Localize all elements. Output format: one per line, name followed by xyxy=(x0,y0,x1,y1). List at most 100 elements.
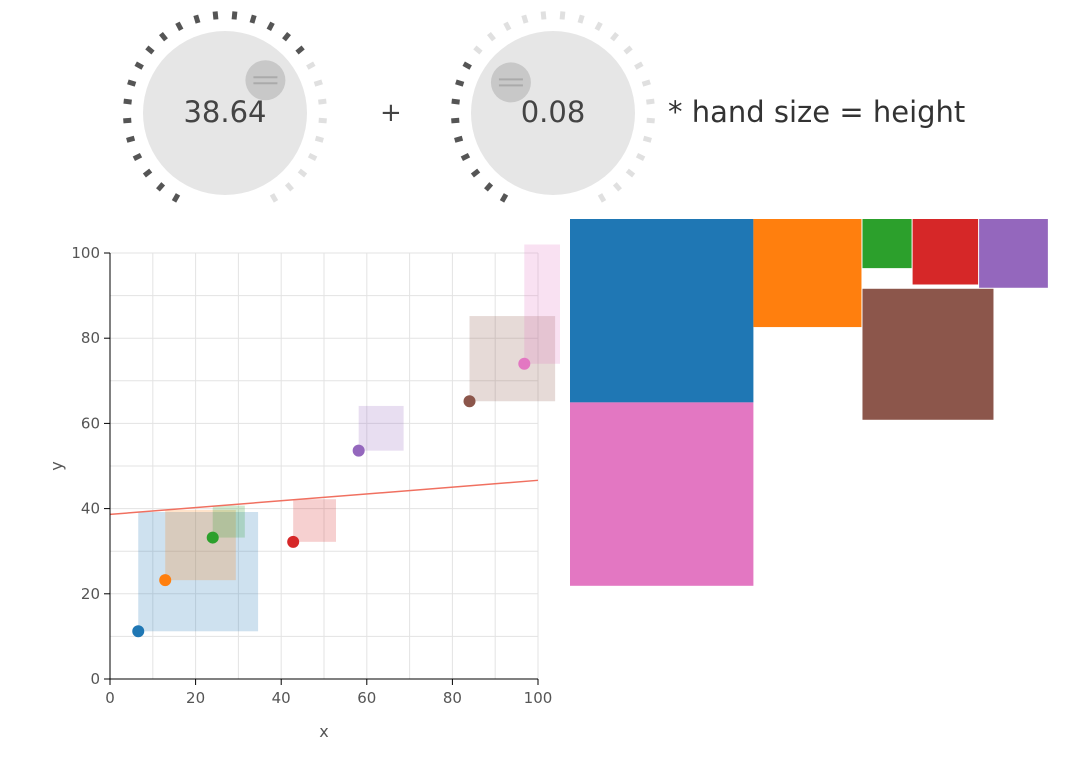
y-axis-label: y xyxy=(47,461,66,470)
x-tick-label: 0 xyxy=(105,689,115,707)
knob-tick xyxy=(540,11,547,20)
slope-knob[interactable] xyxy=(443,0,663,210)
knob-tick xyxy=(559,11,566,20)
data-point xyxy=(287,535,300,548)
knob-tick xyxy=(123,117,132,124)
data-point xyxy=(132,625,145,638)
intercept-value: 38.64 xyxy=(183,95,267,129)
knob-tick xyxy=(297,168,308,178)
hand-square xyxy=(138,512,259,632)
x-axis-label: x xyxy=(319,722,328,741)
x-tick-label: 20 xyxy=(186,689,205,707)
y-tick-label: 20 xyxy=(81,585,100,603)
hand-square xyxy=(469,316,556,402)
knob-tick xyxy=(249,14,257,24)
square-red xyxy=(912,219,979,285)
knob-tick xyxy=(484,182,494,192)
knob-tick xyxy=(134,61,144,70)
regression-line xyxy=(109,479,539,516)
y-tick-label: 60 xyxy=(81,414,100,432)
knob-tick xyxy=(451,98,460,105)
knob-tick xyxy=(470,168,481,178)
knob-tick xyxy=(612,182,622,192)
intercept-knob[interactable] xyxy=(115,0,335,210)
knob-tick xyxy=(306,61,316,70)
data-point xyxy=(206,531,219,544)
knob-handle xyxy=(245,60,286,101)
hand-square xyxy=(358,405,404,451)
knob-tick xyxy=(642,135,652,143)
knob-tick xyxy=(625,168,636,178)
knob-tick xyxy=(646,117,655,124)
knob-tick xyxy=(123,98,132,105)
knob-tick xyxy=(127,79,137,87)
knob-tick xyxy=(623,45,633,55)
knob-handle xyxy=(490,62,531,103)
square-orange xyxy=(753,219,862,328)
hand-square xyxy=(212,505,245,538)
knob-tick xyxy=(269,193,279,203)
knob-tick xyxy=(597,193,607,203)
square-brown xyxy=(862,288,994,420)
knob-handle-icon[interactable] xyxy=(245,60,286,101)
square-purple xyxy=(979,219,1048,288)
knob-tick xyxy=(307,152,318,162)
hand-square xyxy=(293,499,336,542)
knob-tick xyxy=(284,182,294,192)
formula-label: * hand size = height xyxy=(668,95,966,129)
x-tick-label: 100 xyxy=(524,689,553,707)
scatter-chart: 0 20 40 60 80 100 0 20 40 60 80 100 x y xyxy=(47,244,560,741)
knob-tick xyxy=(156,182,166,192)
knob-tick xyxy=(132,152,143,162)
knob-tick xyxy=(634,61,644,70)
hand-square xyxy=(524,244,560,364)
knob-tick xyxy=(473,45,483,55)
knob-tick xyxy=(266,21,275,31)
knob-tick xyxy=(159,32,168,42)
knob-handle-icon[interactable] xyxy=(490,62,531,103)
y-tick-label: 80 xyxy=(81,329,100,347)
knob-tick xyxy=(318,98,327,105)
square-green xyxy=(862,219,912,269)
knob-tick xyxy=(314,135,324,143)
knob-tick xyxy=(646,98,655,105)
knob-tick xyxy=(503,21,512,31)
knob-tick xyxy=(282,32,291,42)
hand-square xyxy=(165,509,236,581)
knob-tick xyxy=(145,45,155,55)
knob-tick xyxy=(499,193,509,203)
knob-tick xyxy=(487,32,496,42)
knob-tick xyxy=(231,11,238,20)
knob-tick xyxy=(295,45,305,55)
data-point xyxy=(463,395,476,408)
y-tick-label: 100 xyxy=(71,244,100,262)
knob-tick xyxy=(175,21,184,31)
square-pink xyxy=(570,402,754,586)
knob-tick xyxy=(171,193,181,203)
y-tick-label: 0 xyxy=(90,670,100,688)
x-tick-label: 80 xyxy=(443,689,462,707)
knob-tick xyxy=(455,79,465,87)
knob-tick xyxy=(313,79,323,87)
data-point xyxy=(518,357,531,370)
knob-tick xyxy=(142,168,153,178)
knob-tick xyxy=(454,135,464,143)
data-point xyxy=(352,444,365,457)
slope-value: 0.08 xyxy=(520,95,586,129)
x-tick-label: 60 xyxy=(357,689,376,707)
knob-tick xyxy=(635,152,646,162)
knob-tick xyxy=(212,11,219,20)
data-point xyxy=(159,574,172,587)
knob-tick xyxy=(451,117,460,124)
knob-tick xyxy=(462,61,472,70)
knob-tick xyxy=(193,14,201,24)
knob-tick xyxy=(641,79,651,87)
square-blue xyxy=(570,219,754,403)
plus-operator: + xyxy=(380,98,402,128)
knob-tick xyxy=(610,32,619,42)
knob-tick xyxy=(460,152,471,162)
knob-tick xyxy=(521,14,529,24)
knob-tick xyxy=(126,135,136,143)
hand-size-squares xyxy=(570,219,1048,586)
knob-tick xyxy=(577,14,585,24)
